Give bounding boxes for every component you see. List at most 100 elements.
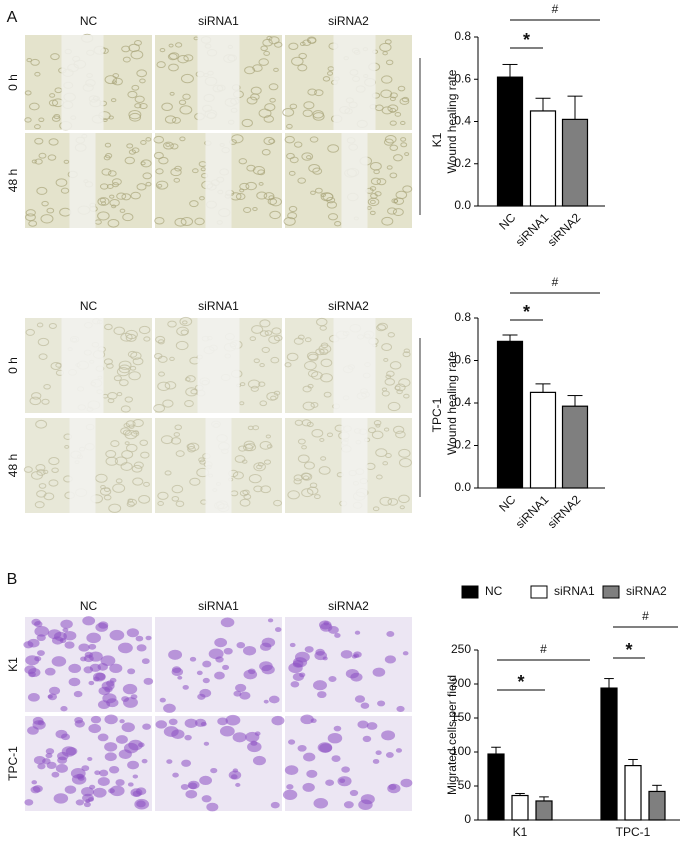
column-label: NC [80, 299, 98, 313]
cell [294, 419, 304, 426]
cell [186, 443, 195, 450]
legend-label: siRNA1 [554, 584, 595, 598]
y-tick-label: 0.6 [454, 353, 471, 367]
cell [40, 214, 54, 224]
cell [306, 769, 318, 778]
cell [320, 456, 327, 461]
cell [238, 445, 247, 452]
significance-mark: # [552, 275, 559, 289]
cell [232, 471, 244, 480]
cell [60, 187, 70, 194]
cell [273, 67, 279, 72]
column-label: siRNA2 [328, 599, 369, 613]
cell [132, 418, 144, 428]
cell [87, 757, 93, 761]
cell [269, 197, 282, 207]
cell [113, 375, 122, 382]
cell [376, 474, 383, 480]
cell [126, 628, 140, 638]
cell [164, 381, 177, 390]
cell [231, 134, 244, 144]
cell [167, 53, 178, 61]
y-tick-label: 0.4 [454, 395, 471, 409]
cell [162, 399, 174, 408]
cell [45, 748, 55, 755]
cell [242, 645, 257, 656]
cell [35, 419, 48, 429]
cell [303, 461, 315, 470]
column-label: siRNA1 [198, 14, 239, 28]
cell [326, 196, 336, 204]
cell [202, 677, 210, 684]
cell [320, 192, 334, 202]
cell [139, 102, 148, 110]
column-label: siRNA2 [328, 299, 369, 313]
micrograph [284, 317, 412, 413]
cell [123, 697, 138, 708]
cell [387, 498, 399, 506]
cell [243, 206, 252, 213]
cell [25, 213, 36, 222]
cell [155, 720, 168, 729]
cell [307, 383, 314, 389]
bar [624, 764, 642, 821]
cell [389, 172, 398, 179]
cell [271, 715, 285, 726]
cell [326, 201, 338, 209]
cell [387, 104, 399, 113]
cell [48, 479, 59, 487]
cell [266, 391, 279, 401]
cell [214, 637, 228, 648]
cell [143, 481, 150, 487]
cell [169, 91, 175, 96]
cell [273, 390, 281, 396]
cell [327, 71, 334, 76]
cell [269, 97, 276, 103]
column-label: NC [80, 14, 98, 28]
cell [139, 78, 146, 84]
cell [168, 649, 183, 660]
cell [104, 323, 113, 331]
cell [175, 340, 189, 351]
cell [81, 786, 94, 797]
cell [37, 763, 46, 770]
cell [157, 339, 165, 345]
cell [80, 656, 87, 662]
cell [181, 759, 192, 767]
cell [175, 42, 183, 48]
cell [174, 424, 182, 431]
cell [267, 198, 278, 206]
cell [34, 656, 42, 662]
cell [402, 185, 413, 193]
cell [319, 743, 333, 753]
cell [27, 638, 40, 648]
cell [394, 385, 401, 391]
micrograph [25, 133, 152, 228]
micrograph [23, 616, 154, 712]
cell [107, 219, 120, 228]
cell [327, 732, 343, 744]
cell [377, 700, 386, 707]
cell [36, 322, 44, 328]
cell [334, 221, 342, 227]
cell [236, 642, 246, 649]
cell [297, 177, 306, 184]
cell [274, 41, 283, 48]
cell [64, 785, 77, 794]
cell [127, 668, 136, 675]
cell [341, 766, 350, 773]
cell [60, 706, 68, 712]
cell [334, 633, 341, 638]
cell [38, 117, 45, 123]
cell [301, 488, 314, 498]
cell [51, 771, 60, 778]
cell [283, 216, 296, 226]
cell [187, 780, 200, 790]
cell [31, 159, 37, 164]
cell [38, 353, 48, 360]
y-axis-label: Wound healing rate [445, 351, 459, 455]
cell [115, 779, 125, 786]
cell [268, 195, 275, 200]
cell [263, 459, 272, 465]
bar [648, 790, 666, 821]
